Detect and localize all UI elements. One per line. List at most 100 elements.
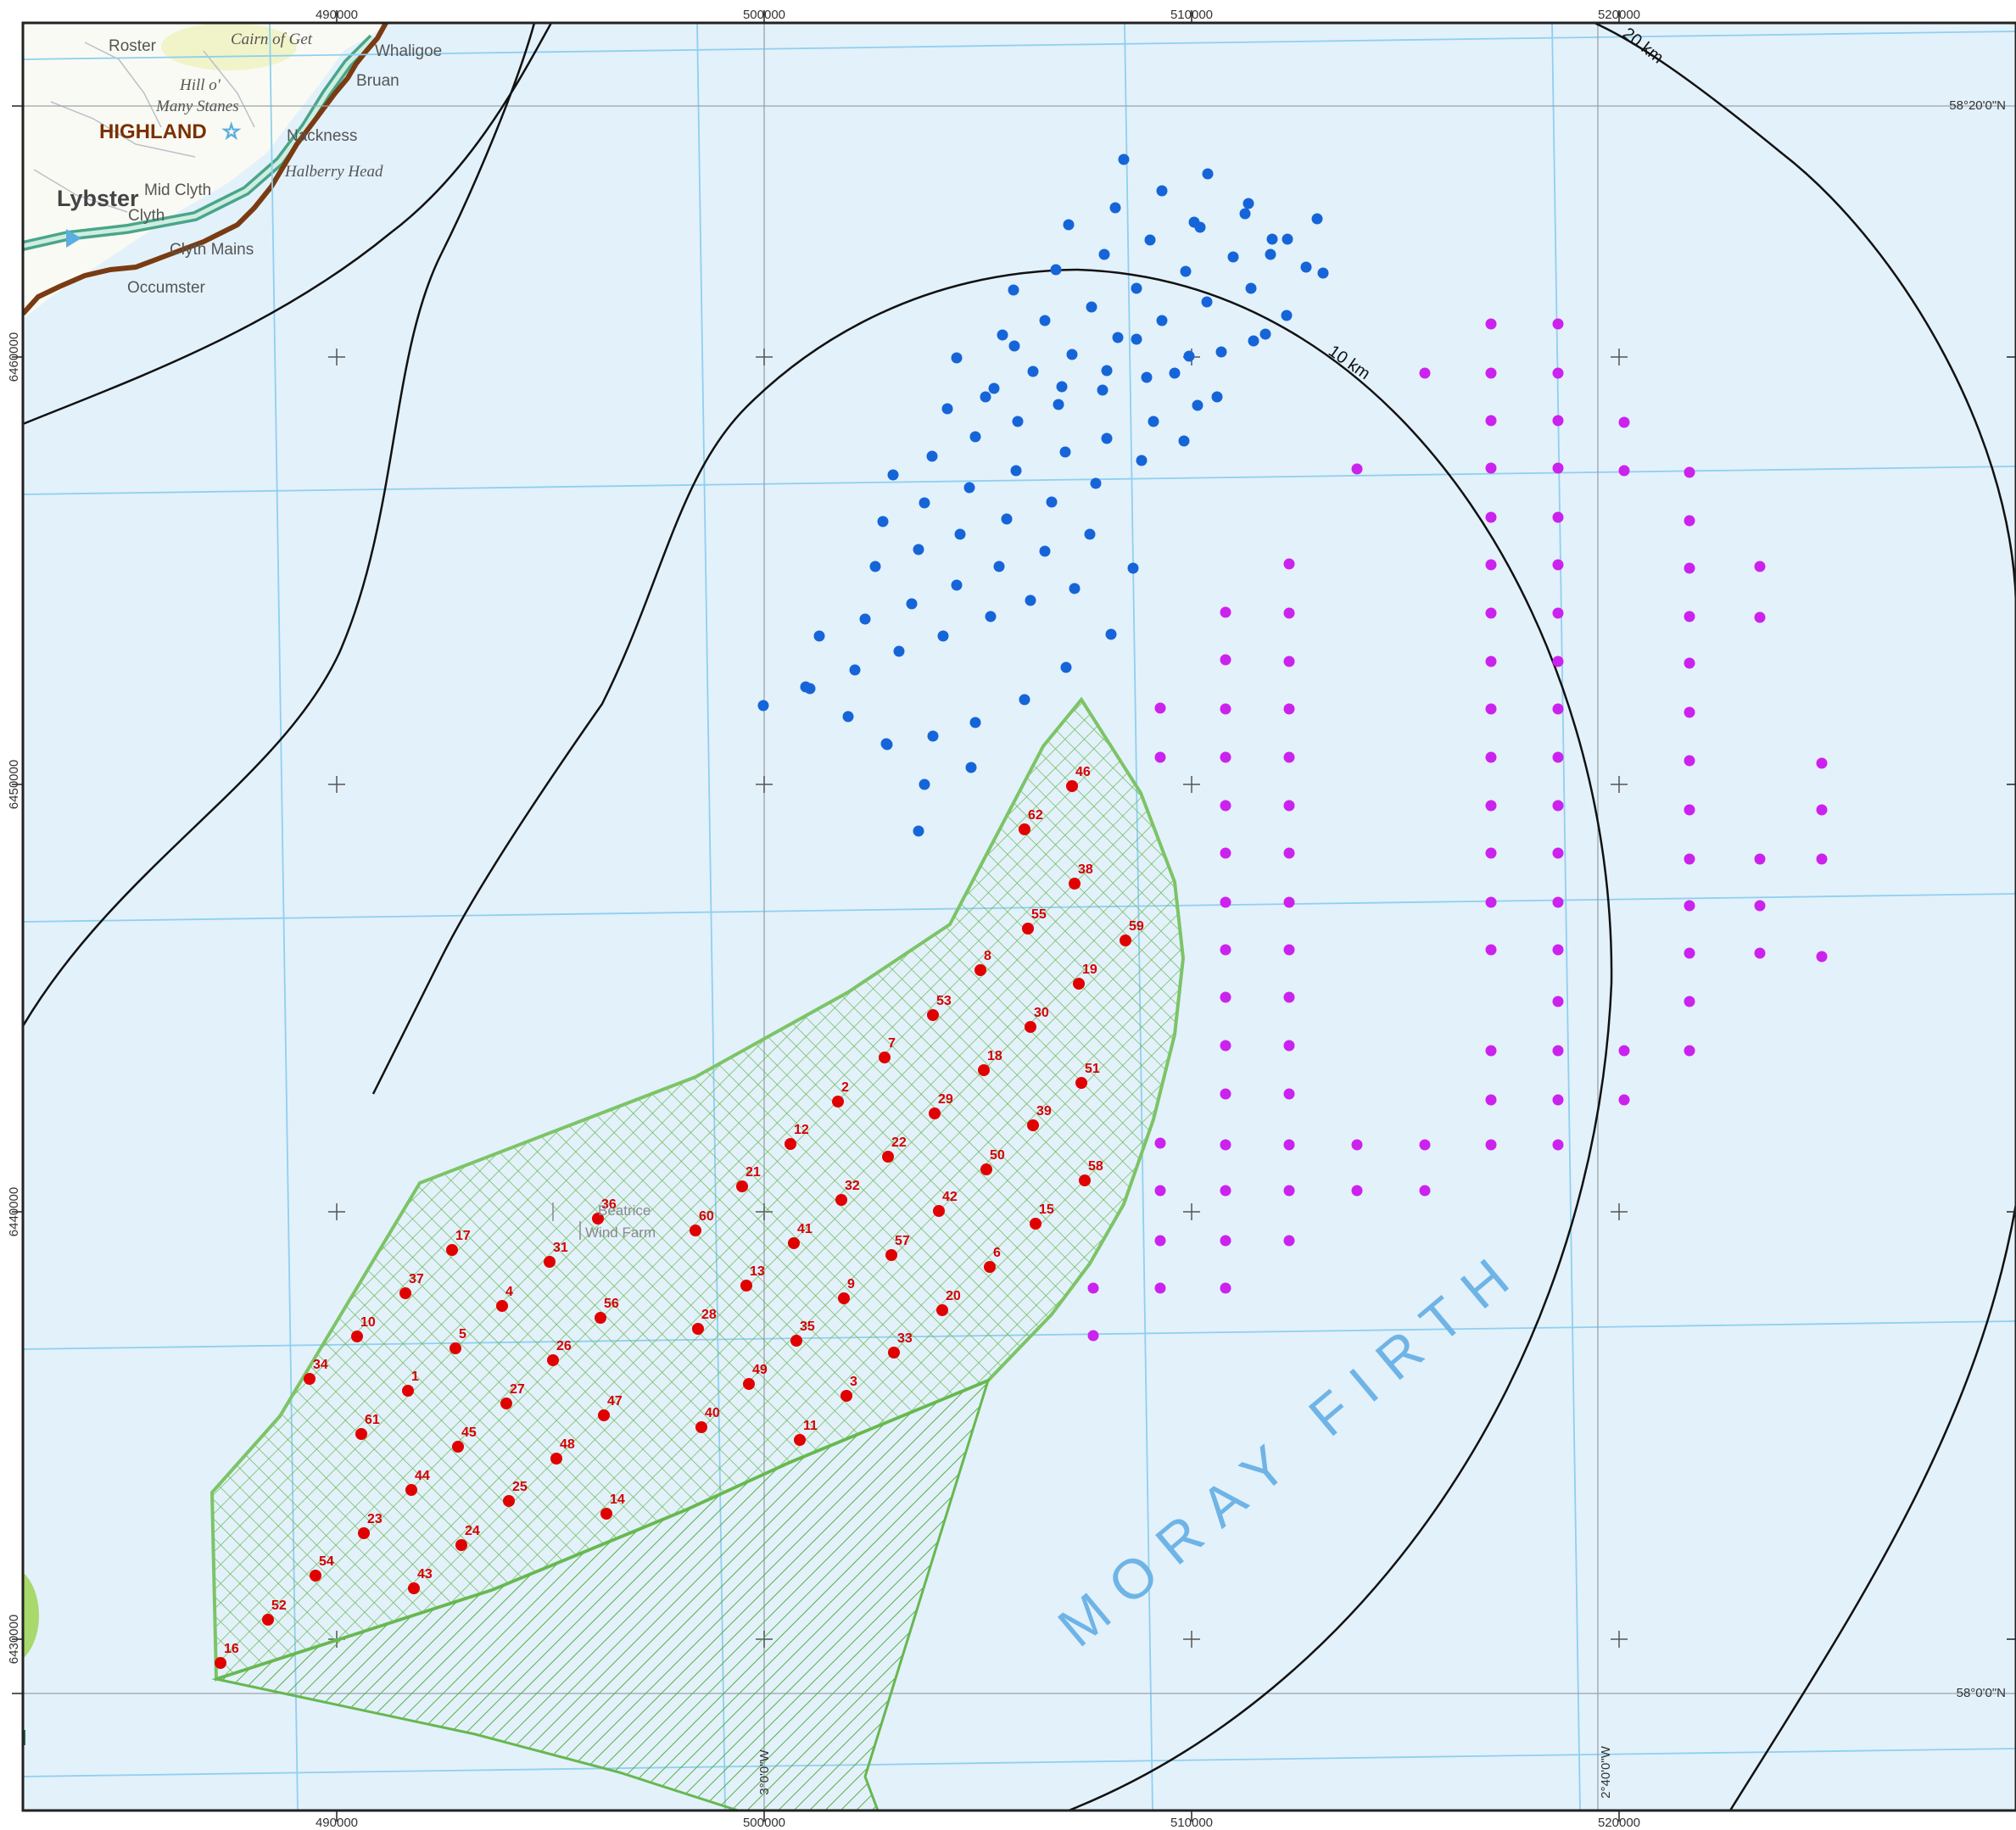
- magenta-turbine-marker: [1816, 951, 1828, 962]
- red-turbine-marker: [690, 1225, 701, 1236]
- blue-turbine-marker: [993, 561, 1005, 572]
- blue-turbine-marker: [1109, 202, 1121, 214]
- red-turbine-marker: [544, 1256, 556, 1268]
- blue-turbine-marker: [1211, 391, 1223, 403]
- blue-turbine-marker: [1027, 365, 1039, 377]
- blue-turbine-marker: [1112, 332, 1124, 343]
- turbine-number-label: 5: [459, 1327, 466, 1342]
- red-turbine-marker: [455, 1539, 467, 1551]
- turbine-number-label: 61: [365, 1413, 380, 1427]
- magenta-turbine-marker: [1684, 611, 1695, 622]
- magenta-turbine-marker: [1754, 947, 1766, 959]
- magenta-turbine-marker: [1283, 1139, 1295, 1151]
- land-edge-green: [23, 1571, 39, 1660]
- red-turbine-marker: [838, 1292, 850, 1304]
- turbine-number-label: 38: [1078, 862, 1093, 877]
- grid-cross: [1611, 776, 1628, 793]
- red-turbine-marker: [929, 1107, 941, 1119]
- magenta-turbine-marker: [1552, 511, 1564, 523]
- turbine-number-label: 17: [455, 1229, 471, 1243]
- turbine-number-label: 19: [1082, 962, 1097, 977]
- bottom-tick-500000: 500000: [743, 1816, 785, 1830]
- grid-cross: [328, 776, 345, 793]
- turbine-number-label: 31: [553, 1241, 568, 1255]
- turbine-number-label: 24: [465, 1524, 480, 1538]
- turbine-number-label: 20: [946, 1289, 961, 1303]
- red-turbine-marker: [695, 1421, 707, 1433]
- blue-turbine-marker: [1019, 694, 1030, 706]
- top-tick-510000: 510000: [1170, 8, 1213, 22]
- latitude-label-58-20: 58°20'0"N: [1949, 98, 2006, 113]
- magenta-turbine-marker: [1552, 318, 1564, 330]
- blue-turbine-marker: [1039, 545, 1051, 557]
- turbine-number-label: 7: [888, 1036, 896, 1051]
- blue-turbine-marker: [988, 382, 1000, 394]
- magenta-turbine-marker: [1283, 607, 1295, 619]
- blue-turbine-marker: [1039, 315, 1051, 326]
- place-clyth-mains: Clyth Mains: [170, 241, 254, 259]
- turbine-number-label: 43: [417, 1567, 433, 1582]
- magenta-turbine-marker: [1220, 1235, 1231, 1247]
- bottom-ticks: 490000 500000 510000 520000: [316, 1810, 1640, 1830]
- blue-turbine-marker: [1001, 513, 1013, 525]
- turbine-number-label: 29: [938, 1092, 953, 1107]
- magenta-turbine-marker: [1485, 318, 1497, 330]
- red-turbine-marker: [399, 1287, 411, 1299]
- magenta-turbine-marker: [1485, 944, 1497, 956]
- magenta-turbine-marker: [1154, 1137, 1166, 1149]
- blue-turbine-marker: [880, 738, 892, 750]
- magenta-turbine-marker: [1552, 607, 1564, 619]
- blue-turbine-marker: [1239, 208, 1251, 220]
- turbine-number-label: 23: [367, 1512, 383, 1526]
- magenta-turbine-marker: [1552, 996, 1564, 1007]
- red-turbine-marker: [1069, 878, 1081, 890]
- left-tick-6450000: 6450000: [7, 760, 21, 809]
- place-roster: Roster: [109, 37, 157, 55]
- land-field: [161, 23, 297, 70]
- turbine-number-label: 21: [746, 1165, 761, 1180]
- magenta-turbine-marker: [1618, 465, 1630, 477]
- magenta-turbine-marker: [1552, 800, 1564, 812]
- red-turbine-marker: [927, 1009, 939, 1021]
- red-turbine-marker: [408, 1582, 420, 1594]
- magenta-turbine-marker: [1220, 703, 1231, 715]
- magenta-turbine-marker: [1283, 703, 1295, 715]
- blue-turbine-marker: [951, 579, 963, 591]
- turbine-number-label: 42: [942, 1190, 958, 1204]
- magenta-turbine-marker: [1220, 1282, 1231, 1294]
- top-tick-520000: 520000: [1598, 8, 1640, 22]
- magenta-turbine-marker: [1220, 654, 1231, 666]
- red-turbine-marker: [1025, 1021, 1036, 1033]
- blue-turbine-marker: [1056, 381, 1068, 393]
- red-turbine-marker: [736, 1180, 748, 1192]
- blue-turbine-marker: [1136, 455, 1148, 466]
- magenta-turbine-marker: [1552, 1139, 1564, 1151]
- blue-turbine-marker: [1300, 261, 1312, 273]
- blue-turbine-marker: [926, 450, 938, 462]
- turbine-number-label: 36: [601, 1197, 617, 1212]
- turbine-number-label: 9: [847, 1277, 855, 1292]
- magenta-turbine-marker: [1419, 1139, 1431, 1151]
- magenta-turbine-marker: [1419, 1185, 1431, 1197]
- red-turbine-marker: [1073, 978, 1085, 990]
- development-area-diagonal: [211, 1378, 991, 1810]
- turbine-number-label: 4: [505, 1285, 513, 1299]
- range-rings: [23, 23, 2016, 1810]
- red-turbine-marker: [452, 1441, 464, 1453]
- magenta-turbine-marker: [1351, 1139, 1363, 1151]
- magenta-turbine-marker: [1154, 751, 1166, 763]
- magenta-turbine-marker: [1552, 703, 1564, 715]
- a99-road-centre: [23, 36, 375, 248]
- magenta-turbine-marker: [1552, 1045, 1564, 1057]
- magenta-turbine-marker: [1684, 1045, 1695, 1057]
- turbine-number-label: 18: [987, 1049, 1002, 1063]
- wind-farm-name-line-1: Beatrice: [598, 1202, 651, 1219]
- red-turbine-marker: [500, 1398, 512, 1409]
- turbine-number-label: 58: [1088, 1159, 1103, 1174]
- blue-turbine-marker: [1311, 213, 1323, 225]
- magenta-turbine-marker: [1485, 462, 1497, 474]
- blue-turbine-marker: [969, 717, 981, 728]
- turbine-number-label: 2: [841, 1080, 849, 1095]
- red-turbine-marker: [358, 1527, 370, 1539]
- red-turbine-marker: [595, 1312, 606, 1324]
